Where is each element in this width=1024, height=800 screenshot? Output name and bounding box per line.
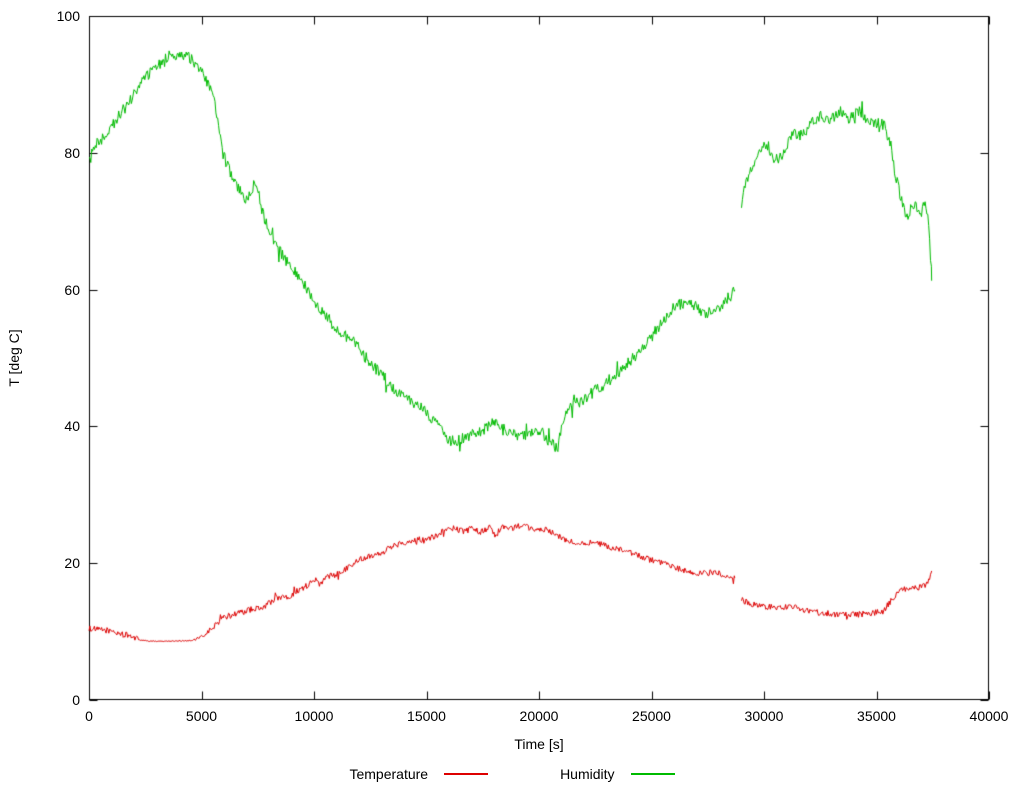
y-tick-label: 40 xyxy=(64,418,80,435)
legend-line-humidity-icon xyxy=(630,773,675,775)
x-tick-label: 25000 xyxy=(632,708,671,724)
x-axis-title: Time [s] xyxy=(514,736,564,752)
y-tick-label: 80 xyxy=(64,144,80,161)
legend-item-temperature: Temperature xyxy=(349,766,489,782)
x-tick-label: 35000 xyxy=(857,708,896,724)
y-tick-label: 0 xyxy=(72,692,80,708)
x-tick-label: 0 xyxy=(85,708,93,724)
y-tick-label: 60 xyxy=(64,281,80,298)
x-tick-label: 30000 xyxy=(744,708,784,724)
y-tick-label: 100 xyxy=(56,8,80,24)
legend-item-humidity: Humidity xyxy=(560,766,675,782)
x-tick-label: 15000 xyxy=(407,708,446,724)
x-tick-label: 20000 xyxy=(519,708,559,724)
y-axis-title: T [deg C] xyxy=(6,329,22,387)
x-tick-label: 10000 xyxy=(294,708,334,724)
x-tick-label: 5000 xyxy=(185,708,218,724)
x-tick-label: 40000 xyxy=(969,708,1009,724)
legend: Temperature Humidity xyxy=(0,766,1024,782)
legend-label-humidity: Humidity xyxy=(560,766,615,782)
legend-line-temperature-icon xyxy=(444,773,489,775)
legend-label-temperature: Temperature xyxy=(349,766,429,782)
y-tick-label: 20 xyxy=(64,555,80,572)
